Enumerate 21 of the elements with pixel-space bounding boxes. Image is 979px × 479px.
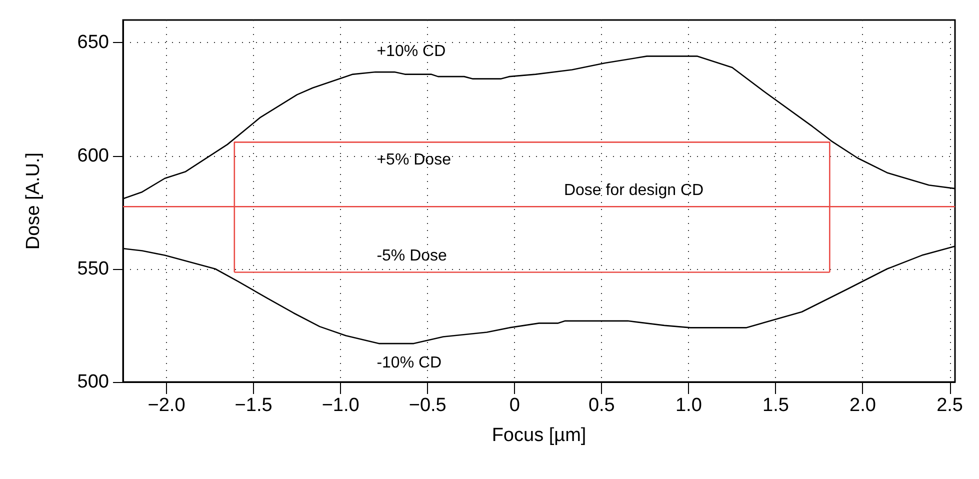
y-tick-label: 650 bbox=[77, 32, 109, 54]
x-tick-label: 0 bbox=[509, 395, 520, 416]
annotation: +5% Dose bbox=[376, 152, 452, 169]
y-tick-label: 550 bbox=[77, 258, 109, 280]
x-tick-label: −2.0 bbox=[148, 395, 186, 416]
y-axis-title: Dose [A.U.] bbox=[23, 152, 44, 250]
annotation: +10% CD bbox=[376, 43, 446, 60]
x-tick-label: −0.5 bbox=[408, 395, 446, 416]
y-tick-label: 600 bbox=[77, 145, 109, 166]
y-tick-label: 500 bbox=[77, 372, 109, 392]
x-axis-title: Focus [µm] bbox=[492, 425, 586, 446]
x-tick-label: −1.0 bbox=[322, 395, 360, 416]
x-tick-label: 1.0 bbox=[675, 395, 702, 416]
x-tick-label: 2.0 bbox=[850, 395, 876, 416]
x-tick-label: 2.5 bbox=[936, 395, 963, 416]
ref-line-label: Dose for design CD bbox=[564, 182, 704, 200]
x-tick-label: 1.5 bbox=[762, 395, 789, 416]
annotation: -5% Dose bbox=[376, 248, 448, 265]
annotation: -10% CD bbox=[376, 354, 442, 372]
x-tick-label: −1.5 bbox=[234, 395, 272, 416]
x-tick-label: 0.5 bbox=[588, 395, 615, 416]
